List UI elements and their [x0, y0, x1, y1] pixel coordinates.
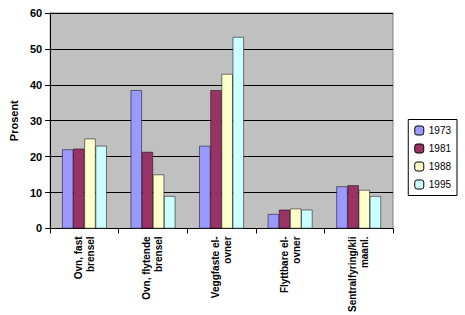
- svg-text:brensel: brensel: [85, 236, 96, 272]
- svg-text:Ovn, fast: Ovn, fast: [73, 236, 84, 279]
- svg-text:30: 30: [30, 115, 42, 127]
- svg-text:1981: 1981: [429, 143, 452, 154]
- svg-text:ovner: ovner: [291, 236, 302, 263]
- svg-text:20: 20: [30, 151, 42, 163]
- svg-text:50: 50: [30, 43, 42, 55]
- svg-text:0: 0: [36, 222, 42, 234]
- svg-text:40: 40: [30, 79, 42, 91]
- svg-text:Ovn, flytende: Ovn, flytende: [141, 236, 152, 300]
- svg-text:60: 60: [30, 7, 42, 19]
- svg-text:maanl.: maanl.: [359, 236, 370, 268]
- svg-text:1988: 1988: [429, 161, 452, 172]
- svg-text:1973: 1973: [429, 125, 452, 136]
- svg-text:Sentralfyring/kli: Sentralfyring/kli: [347, 236, 358, 312]
- svg-text:Veggfaste el-: Veggfaste el-: [210, 236, 221, 298]
- svg-text:brensel: brensel: [153, 236, 164, 272]
- svg-text:ovner: ovner: [222, 236, 233, 263]
- svg-text:1995: 1995: [429, 179, 452, 190]
- svg-text:Prosent: Prosent: [8, 100, 20, 141]
- svg-text:Flyttbare el-: Flyttbare el-: [279, 236, 290, 293]
- svg-text:10: 10: [30, 187, 42, 199]
